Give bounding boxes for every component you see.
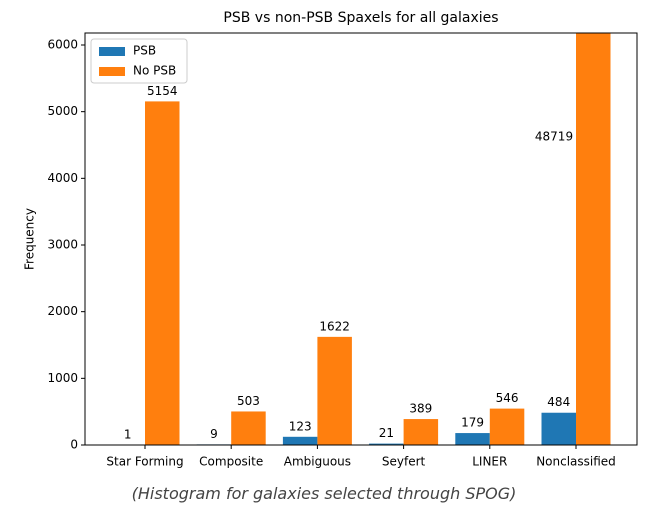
legend-label: No PSB xyxy=(133,64,176,78)
value-label: 484 xyxy=(547,395,570,409)
legend-swatch xyxy=(99,67,125,76)
value-label: 1622 xyxy=(319,319,350,333)
x-tick-label: Seyfert xyxy=(382,455,426,469)
y-tick-label: 1000 xyxy=(47,371,78,385)
bar xyxy=(403,419,439,445)
bar xyxy=(541,412,576,445)
bar xyxy=(231,411,266,445)
x-tick-label: Star Forming xyxy=(106,455,183,469)
bar xyxy=(576,33,611,445)
value-label: 21 xyxy=(379,426,394,440)
bar xyxy=(145,101,180,445)
value-label: 389 xyxy=(409,402,432,416)
y-axis-label: Frequency xyxy=(23,208,37,270)
bar xyxy=(369,443,404,445)
y-tick-label: 2000 xyxy=(47,304,78,318)
x-tick-label: Composite xyxy=(199,455,263,469)
x-tick-label: LINER xyxy=(472,455,507,469)
plot-area xyxy=(110,33,611,445)
legend-swatch xyxy=(99,47,125,56)
y-tick-label: 4000 xyxy=(47,171,78,185)
caption: (Histogram for galaxies selected through… xyxy=(131,484,517,503)
value-label: 503 xyxy=(237,394,260,408)
plot-frame xyxy=(84,32,638,446)
value-label: 179 xyxy=(461,416,484,430)
value-label: 123 xyxy=(289,419,312,433)
y-tick-label: 3000 xyxy=(47,238,78,252)
value-label: 48719 xyxy=(535,130,573,144)
y-tick-label: 6000 xyxy=(47,38,78,52)
legend-label: PSB xyxy=(133,44,156,58)
value-label: 9 xyxy=(210,427,218,441)
x-tick-label: Ambiguous xyxy=(284,455,351,469)
value-label: 5154 xyxy=(147,84,178,98)
bar xyxy=(455,433,490,445)
bar xyxy=(489,408,525,445)
x-tick-label: Nonclassified xyxy=(536,455,616,469)
bar xyxy=(282,436,318,445)
chart: PSB vs non-PSB Spaxels for all galaxies … xyxy=(23,10,638,469)
y-tick-label: 5000 xyxy=(47,104,78,118)
chart-title: PSB vs non-PSB Spaxels for all galaxies xyxy=(223,10,498,26)
bar xyxy=(317,336,352,445)
y-tick-label: 0 xyxy=(70,438,78,452)
value-label: 1 xyxy=(124,427,132,441)
value-label: 546 xyxy=(496,391,519,405)
